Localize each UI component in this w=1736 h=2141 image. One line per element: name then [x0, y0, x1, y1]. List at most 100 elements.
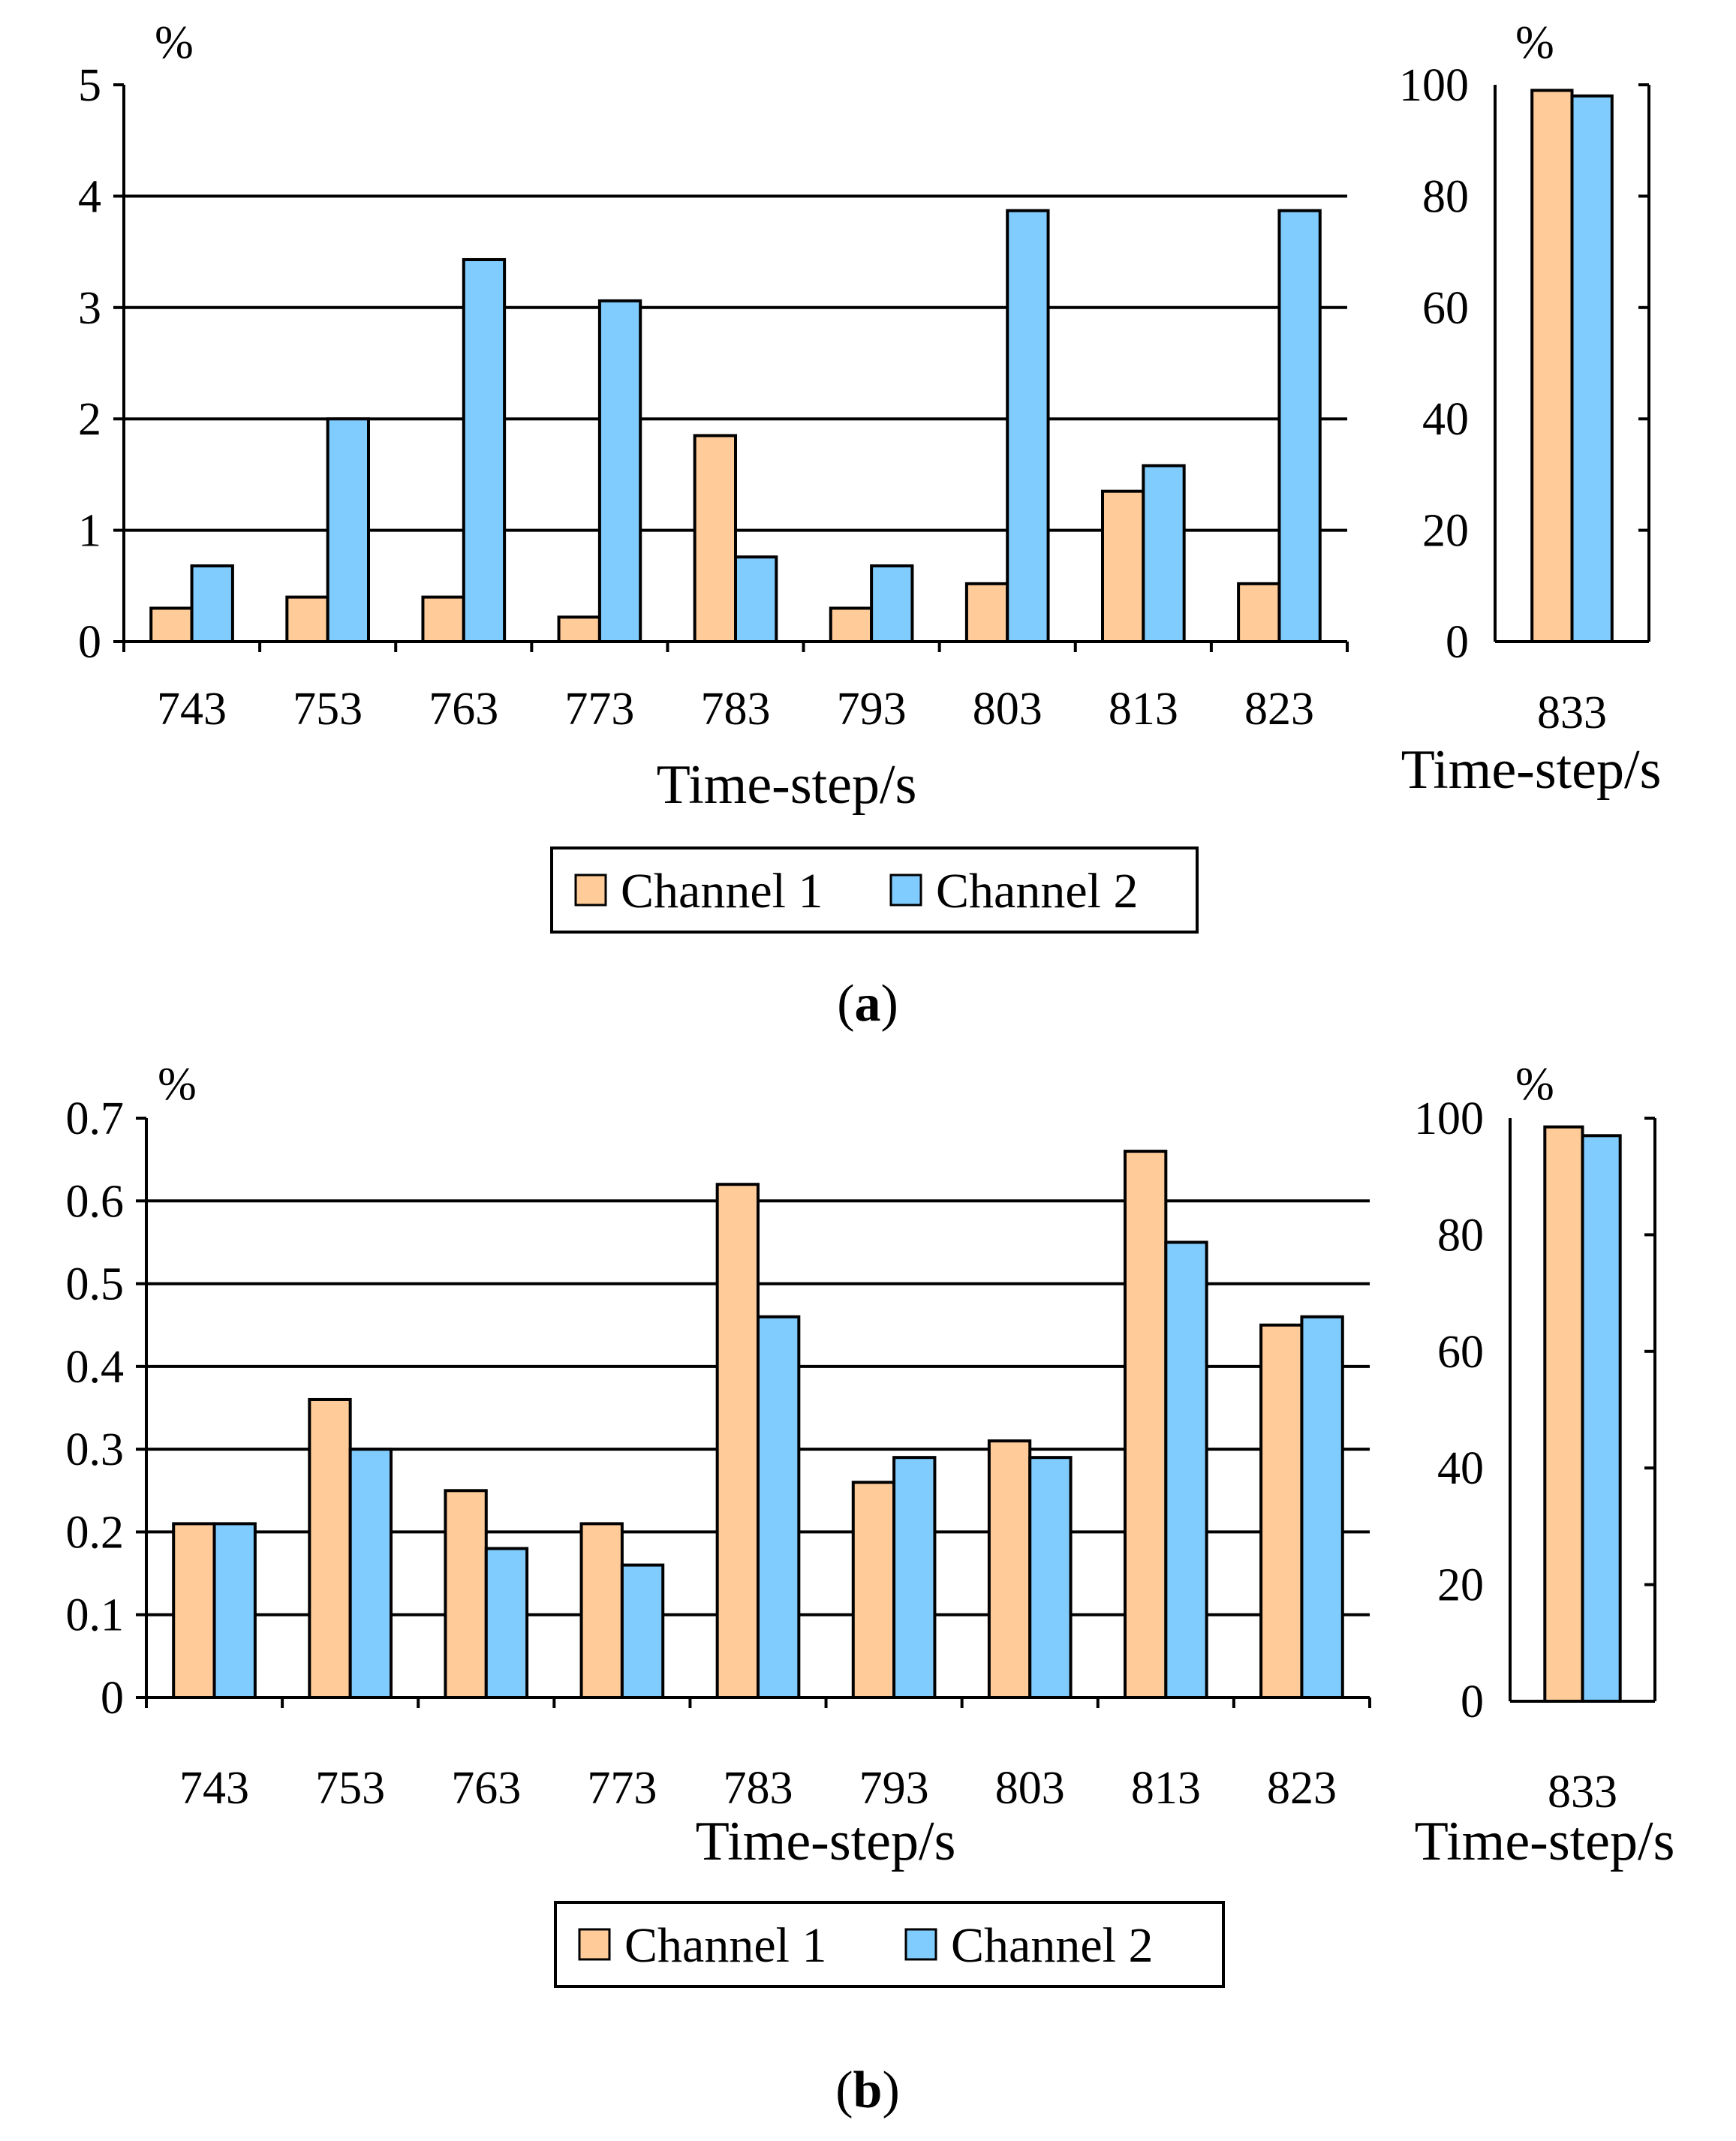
- caption-letter: a: [855, 975, 881, 1033]
- legend: Channel 1 Channel 2: [550, 846, 1199, 934]
- legend-swatch-channel-1: [574, 874, 607, 907]
- bar-channel-2: [190, 564, 234, 644]
- bar-channel-2: [870, 564, 914, 644]
- inset-y-tick-label: 20: [1437, 1560, 1484, 1611]
- y-tick-label: 0.7: [66, 1093, 125, 1144]
- legend-box: [554, 1901, 1225, 1988]
- bar-channel-1: [285, 595, 329, 644]
- legend-swatch-channel-2: [904, 1928, 937, 1961]
- bar-channel-2: [484, 1547, 529, 1699]
- inset-bar-channel-1: [1543, 1125, 1584, 1703]
- caption-paren-open: (: [835, 2061, 853, 2119]
- inset-y-tick-label: 40: [1422, 394, 1469, 445]
- y-tick-label: 0.4: [66, 1342, 125, 1393]
- inset-x-axis-title: Time-step/s: [1415, 1811, 1675, 1872]
- legend-label-channel-1: Channel 1: [621, 864, 823, 919]
- bar-channel-1: [693, 434, 738, 644]
- inset-y-tick-label: 20: [1422, 506, 1469, 557]
- bar-channel-1: [557, 615, 601, 643]
- y-unit-label: %: [155, 17, 194, 68]
- y-tick-label: 0.1: [66, 1590, 125, 1641]
- bar-channel-2: [620, 1563, 665, 1700]
- y-tick-label: 4: [78, 171, 101, 222]
- inset-x-tick-label: 833: [1537, 687, 1607, 738]
- bar-channel-2: [348, 1448, 393, 1699]
- legend-box: [550, 846, 1199, 934]
- bar-channel-2: [1142, 464, 1186, 644]
- bar-channel-1: [308, 1397, 352, 1699]
- x-axis-title: Time-step/s: [657, 754, 917, 816]
- y-tick-label: 0.5: [66, 1259, 125, 1310]
- caption-paren-open: (: [837, 975, 854, 1033]
- x-tick-label: 743: [179, 1763, 249, 1814]
- inset-y-tick-label: 80: [1437, 1210, 1484, 1261]
- bar-channel-2: [1164, 1240, 1208, 1699]
- bar-channel-1: [987, 1439, 1032, 1699]
- inset-bar-channel-2: [1581, 1134, 1622, 1703]
- inset-x-tick-label: 833: [1548, 1767, 1617, 1818]
- x-tick-label: 823: [1267, 1763, 1337, 1814]
- inset-y-tick-label: 0: [1461, 1676, 1484, 1728]
- legend-label-channel-2: Channel 2: [951, 1918, 1153, 1973]
- bar-channel-1: [444, 1489, 488, 1700]
- bar-channel-2: [1028, 1456, 1073, 1699]
- bar-channel-2: [462, 257, 507, 643]
- bar-channel-1: [851, 1481, 896, 1700]
- y-tick-label: 3: [78, 283, 101, 334]
- x-axis-title: Time-step/s: [696, 1811, 956, 1872]
- panel-caption: (a): [837, 975, 898, 1033]
- bar-channel-2: [326, 417, 370, 643]
- bar-channel-2: [212, 1522, 257, 1700]
- y-tick-label: 5: [78, 60, 101, 111]
- x-tick-label: 793: [837, 684, 907, 735]
- x-tick-label: 813: [1131, 1763, 1201, 1814]
- bar-channel-2: [734, 555, 778, 643]
- x-tick-label: 823: [1244, 684, 1314, 735]
- x-tick-label: 773: [587, 1763, 657, 1814]
- x-tick-label: 763: [451, 1763, 521, 1814]
- inset-y-tick-label: 40: [1437, 1443, 1484, 1494]
- bar-channel-1: [579, 1522, 624, 1700]
- bar-channel-1: [715, 1183, 760, 1699]
- y-tick-label: 0.6: [66, 1176, 125, 1227]
- legend-label-channel-1: Channel 1: [624, 1918, 826, 1973]
- x-tick-label: 763: [429, 684, 498, 735]
- bar-channel-1: [1124, 1150, 1168, 1699]
- inset-bar-channel-1: [1530, 89, 1574, 644]
- legend-swatch-channel-2: [889, 874, 922, 907]
- inset-y-tick-label: 80: [1422, 171, 1469, 222]
- x-tick-label: 793: [859, 1763, 929, 1814]
- bar-channel-1: [1259, 1323, 1304, 1699]
- x-tick-label: 773: [564, 684, 634, 735]
- bar-channel-2: [1300, 1315, 1344, 1699]
- inset-y-tick-label: 0: [1446, 617, 1469, 668]
- panel-caption: (b): [835, 2061, 900, 2119]
- x-tick-label: 813: [1109, 684, 1178, 735]
- legend-label-channel-2: Channel 2: [936, 864, 1138, 919]
- x-tick-label: 753: [315, 1763, 385, 1814]
- caption-paren-close: ): [882, 2061, 899, 2119]
- x-tick-label: 743: [157, 684, 227, 735]
- x-tick-label: 783: [701, 684, 771, 735]
- bar-channel-1: [1101, 489, 1145, 643]
- y-tick-label: 0: [101, 1673, 124, 1724]
- chart-panel-b: 0 0.1 0.2 0.3 0.4 0.5 0.6 0.7 743 753 763 773 783 793…: [66, 1059, 1675, 2119]
- y-tick-label: 1: [78, 506, 101, 557]
- legend-swatch-channel-1: [578, 1928, 611, 1961]
- bar-channel-1: [149, 606, 194, 643]
- inset-bar-channel-2: [1570, 94, 1614, 643]
- x-tick-label: 783: [724, 1763, 793, 1814]
- caption-letter: b: [853, 2061, 883, 2119]
- inset-y-unit-label: %: [1515, 1059, 1554, 1110]
- inset-x-axis-title: Time-step/s: [1401, 739, 1662, 801]
- bar-channel-1: [829, 606, 874, 643]
- y-unit-label: %: [158, 1059, 197, 1110]
- bar-channel-1: [1237, 582, 1281, 643]
- bar-channel-1: [421, 595, 465, 644]
- caption-paren-close: ): [881, 975, 898, 1033]
- bar-channel-2: [757, 1315, 801, 1699]
- x-tick-label: 753: [293, 684, 363, 735]
- bar-channel-2: [597, 299, 642, 643]
